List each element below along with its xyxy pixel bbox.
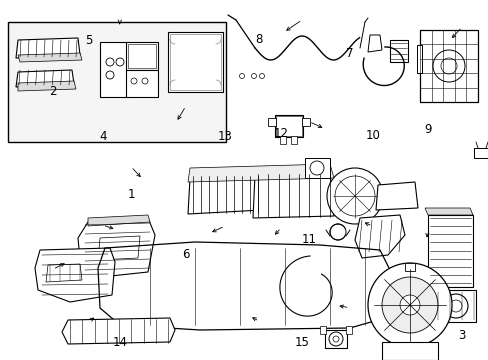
Bar (100, 42, 128, 97)
Text: 5: 5 (85, 34, 93, 47)
Circle shape (332, 336, 338, 342)
Bar (126, 70, 158, 97)
Circle shape (440, 58, 456, 74)
Polygon shape (424, 208, 472, 215)
Bar (389, 40, 407, 62)
Polygon shape (354, 215, 404, 258)
Circle shape (381, 277, 437, 333)
Polygon shape (46, 264, 82, 282)
Polygon shape (98, 236, 140, 260)
Bar (302, 118, 309, 126)
Circle shape (326, 168, 382, 224)
Circle shape (334, 176, 374, 216)
Polygon shape (252, 172, 333, 218)
Circle shape (449, 300, 461, 312)
Circle shape (399, 295, 419, 315)
Circle shape (328, 332, 342, 346)
Text: 15: 15 (294, 336, 309, 349)
Polygon shape (375, 182, 417, 210)
Circle shape (106, 58, 114, 66)
Circle shape (329, 224, 346, 240)
Bar (8, 22, 225, 142)
Text: 8: 8 (255, 33, 263, 46)
Polygon shape (16, 70, 74, 87)
Polygon shape (35, 248, 115, 302)
Bar (126, 42, 158, 70)
Text: 1: 1 (127, 188, 135, 201)
Polygon shape (187, 175, 262, 214)
Text: 11: 11 (301, 233, 316, 246)
Bar (435, 290, 475, 322)
Circle shape (142, 78, 148, 84)
Bar (473, 148, 487, 158)
Circle shape (367, 263, 451, 347)
Bar (267, 118, 275, 126)
Bar (381, 342, 437, 360)
Text: 4: 4 (99, 130, 106, 143)
Circle shape (116, 58, 124, 66)
Bar (419, 30, 477, 102)
Polygon shape (62, 318, 175, 344)
Text: 13: 13 (217, 130, 232, 143)
Text: 2: 2 (49, 85, 57, 98)
Bar (168, 32, 223, 92)
Bar (280, 136, 285, 144)
Polygon shape (18, 53, 82, 62)
Bar (170, 34, 221, 90)
Polygon shape (367, 35, 381, 52)
Text: 9: 9 (423, 123, 431, 136)
Bar (416, 45, 421, 73)
Circle shape (131, 78, 137, 84)
Bar (427, 215, 472, 287)
Bar (275, 116, 302, 136)
Text: 12: 12 (273, 127, 288, 140)
Circle shape (432, 50, 464, 82)
Polygon shape (16, 38, 80, 58)
Text: 3: 3 (457, 329, 465, 342)
Circle shape (259, 73, 264, 78)
Polygon shape (187, 164, 333, 182)
Bar (305, 158, 329, 178)
Text: 6: 6 (182, 248, 189, 261)
Text: 14: 14 (112, 336, 127, 349)
Circle shape (106, 71, 114, 79)
Circle shape (443, 294, 467, 318)
Bar (325, 330, 346, 348)
Circle shape (251, 73, 256, 78)
Bar (290, 136, 296, 144)
Bar (346, 326, 351, 334)
Polygon shape (88, 215, 150, 226)
Polygon shape (78, 218, 155, 278)
Circle shape (239, 73, 244, 78)
Bar (274, 115, 303, 137)
Text: 10: 10 (365, 129, 379, 141)
Text: 7: 7 (345, 47, 353, 60)
Bar (128, 44, 156, 68)
Circle shape (309, 161, 324, 175)
Bar (319, 326, 325, 334)
Bar (404, 263, 414, 271)
Polygon shape (18, 81, 76, 91)
